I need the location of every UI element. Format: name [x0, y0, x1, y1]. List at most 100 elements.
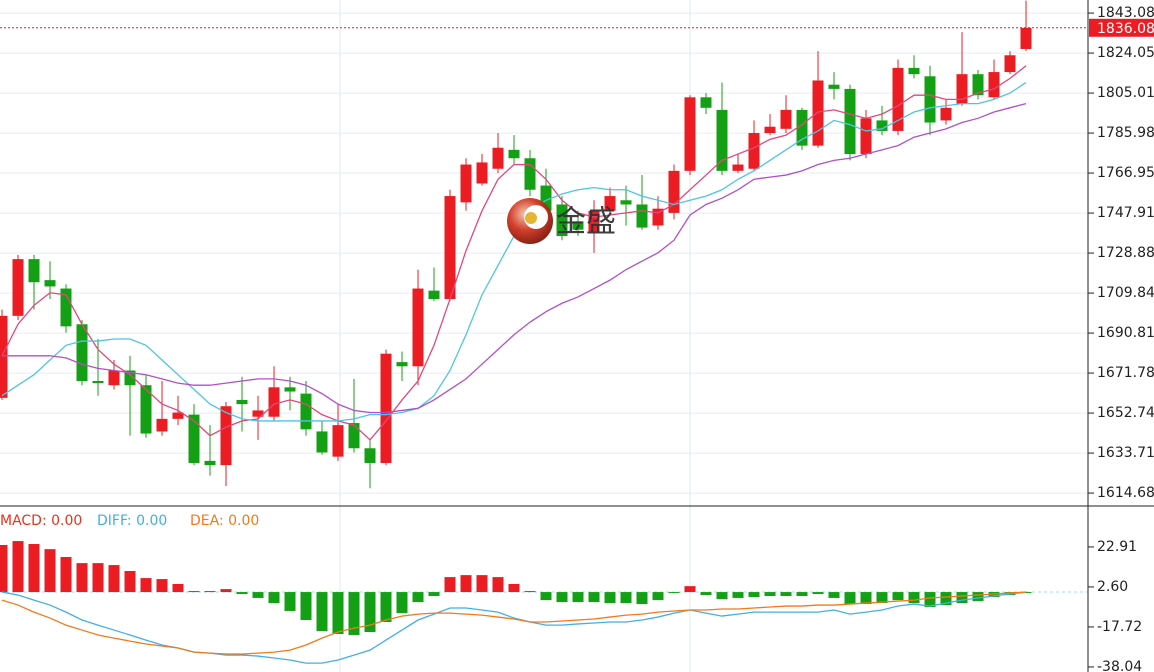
macd-bar — [28, 544, 40, 593]
macd-bar — [124, 570, 136, 593]
candle-body — [204, 460, 216, 466]
candle-body — [364, 448, 376, 463]
candle-body — [428, 290, 440, 300]
candle-body — [828, 84, 840, 89]
candle-body — [764, 126, 776, 134]
macd-bar — [908, 592, 920, 604]
candle-body — [844, 88, 856, 155]
macd-bar — [620, 592, 632, 604]
candle-body — [396, 362, 408, 367]
candle-body — [860, 118, 872, 155]
moving-average-line — [2, 102, 1027, 414]
macd-bar — [652, 592, 664, 601]
y-tick-label: 1690.81 — [1097, 325, 1154, 341]
macd-bar — [108, 565, 120, 593]
macd-bar — [812, 592, 824, 595]
candle-body — [812, 80, 824, 146]
y-tick-label: 22.91 — [1097, 539, 1137, 555]
candle-body — [556, 204, 568, 237]
macd-bar — [412, 592, 424, 603]
candle-body — [28, 259, 40, 283]
candle-body — [172, 412, 184, 419]
macd-bar — [540, 592, 552, 601]
macd-bar — [956, 592, 968, 604]
macd-bar — [284, 592, 296, 611]
price-plot — [0, 0, 1088, 494]
candle-body — [220, 406, 232, 466]
macd-legend: MACD: 0.00 DIFF: 0.00 DEA: 0.00 — [0, 513, 259, 529]
candle-body — [716, 109, 728, 171]
candle-body — [412, 288, 424, 367]
macd-bar — [236, 592, 248, 595]
candle-body — [348, 423, 360, 449]
macd-bar — [0, 545, 8, 593]
candle-body — [524, 158, 536, 190]
candle-body — [140, 385, 152, 434]
y-tick-label: 1633.71 — [1097, 445, 1154, 461]
last-price-label: 1836.08 — [1097, 21, 1154, 37]
y-tick-label: 1652.74 — [1097, 405, 1154, 421]
candle-body — [972, 74, 984, 96]
macd-bar — [700, 592, 712, 596]
macd-bar — [396, 592, 408, 614]
macd-bar — [492, 577, 504, 593]
axis-labels: 1843.08 1824.05 1805.01 1785.98 1766.95 1747.… — [1088, 5, 1154, 672]
candle-body — [604, 196, 616, 211]
macd-bar — [732, 592, 744, 598]
candle-body — [876, 120, 888, 131]
legend-label: DEA: 0.00 — [190, 513, 259, 529]
macd-bar — [828, 592, 840, 598]
candle-body — [476, 162, 488, 184]
last-price-box — [1089, 18, 1154, 37]
candle-body — [988, 72, 1000, 98]
macd-bar — [380, 592, 392, 622]
y-tick-label: -38.04 — [1097, 659, 1142, 672]
watermark-logo — [525, 212, 537, 224]
macd-bar — [252, 592, 264, 598]
candle-body — [332, 425, 344, 457]
watermark: 金盛 — [507, 198, 616, 244]
candle-body — [12, 259, 24, 316]
macd-bar — [972, 592, 984, 602]
y-tick-label: 2.60 — [1097, 579, 1128, 595]
y-tick-label: 1805.01 — [1097, 85, 1154, 101]
candle-body — [908, 67, 920, 75]
macd-bar — [684, 586, 696, 593]
macd-line — [1, 591, 1027, 655]
candle-body — [156, 418, 168, 432]
macd-bar — [300, 592, 312, 621]
candle-body — [620, 200, 632, 205]
macd-bar — [524, 591, 536, 593]
candle-body — [732, 164, 744, 171]
macd-bar — [876, 592, 888, 604]
legend-label: MACD: 0.00 — [0, 513, 82, 529]
y-tick-label: 1671.78 — [1097, 365, 1154, 381]
y-tick-label: 1824.05 — [1097, 45, 1154, 61]
macd-bar — [892, 592, 904, 601]
candle-body — [92, 381, 104, 384]
candle-body — [300, 393, 312, 430]
macd-bar — [476, 575, 488, 593]
y-tick-label: 1785.98 — [1097, 125, 1154, 141]
candle-body — [940, 107, 952, 121]
macd-bar — [860, 592, 872, 605]
macd-bar — [60, 557, 72, 593]
macd-bar — [188, 591, 200, 593]
candle-body — [636, 204, 648, 228]
candle-body — [124, 370, 136, 386]
macd-bar — [156, 579, 168, 593]
moving-average-line — [1, 65, 1027, 441]
candle-body — [780, 109, 792, 129]
candle-body — [0, 315, 8, 398]
candle-body — [460, 164, 472, 203]
candle-body — [444, 196, 456, 300]
macd-bar — [604, 592, 616, 604]
macd-bar — [316, 592, 328, 632]
candle-body — [540, 185, 552, 211]
y-tick-label: -17.72 — [1097, 619, 1142, 635]
candle-body — [748, 133, 760, 169]
candle-body — [188, 414, 200, 463]
candle-body — [44, 280, 56, 287]
